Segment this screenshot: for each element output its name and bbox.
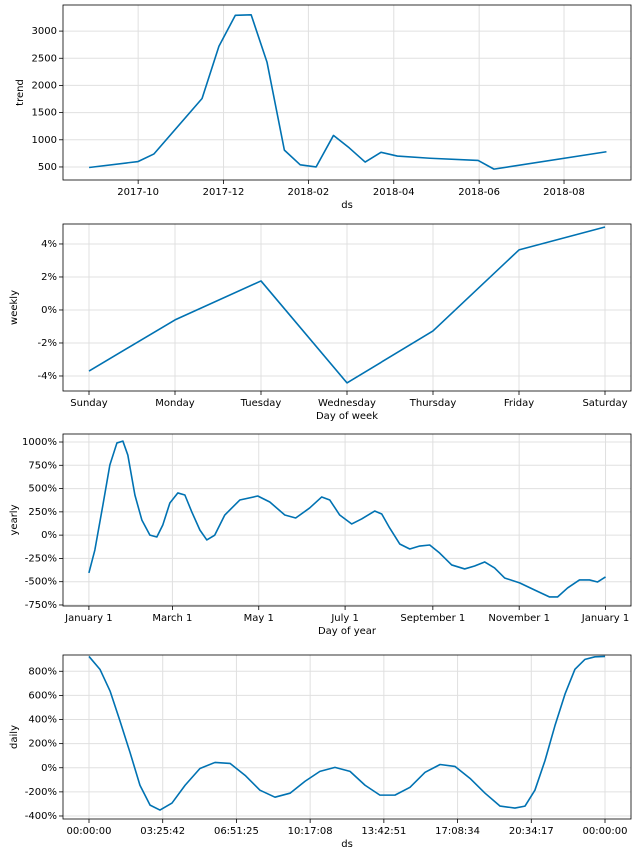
x-tick-label: Sunday: [70, 398, 107, 409]
plot-frame: [62, 433, 632, 607]
x-tick-label: 2018-08: [543, 187, 585, 198]
plot-frame: [62, 223, 632, 392]
y-axis-label: yearly: [9, 504, 20, 535]
trend-line: [88, 655, 606, 811]
trend-line: [88, 13, 607, 170]
x-tick-label: 2018-02: [288, 187, 330, 198]
x-tick-label: 10:17:08: [288, 826, 333, 837]
y-tick-label: -2%: [38, 338, 57, 349]
x-tick-label: January 1: [64, 613, 112, 624]
y-tick-label: 600%: [28, 690, 57, 701]
x-tick-label: January 1: [581, 613, 629, 624]
x-tick-label: 20:34:17: [509, 826, 554, 837]
y-tick-label: 0%: [41, 305, 57, 316]
y-tick-label: -250%: [25, 553, 57, 564]
y-axis-label: trend: [15, 79, 26, 106]
y-tick-label: 800%: [28, 666, 57, 677]
x-tick-label: 03:25:42: [140, 826, 185, 837]
y-tick-label: 2000: [32, 80, 57, 91]
y-tick-label: 750%: [28, 460, 57, 471]
trend-line: [88, 226, 606, 384]
x-tick-label: May 1: [244, 613, 274, 624]
y-tick-label: 4%: [41, 239, 57, 250]
x-tick-label: 17:08:34: [435, 826, 480, 837]
x-tick-label: 00:00:00: [67, 826, 112, 837]
x-tick-label: 2018-06: [458, 187, 500, 198]
y-tick-label: -400%: [25, 811, 57, 822]
plot-frame: [62, 654, 632, 820]
x-tick-label: Saturday: [582, 398, 627, 409]
y-tick-label: 0%: [41, 763, 57, 774]
y-tick-label: 3000: [32, 26, 57, 37]
y-tick-label: -500%: [25, 577, 57, 588]
x-tick-label: 2017-12: [203, 187, 245, 198]
x-tick-label: July 1: [330, 613, 359, 624]
y-tick-label: 2%: [41, 272, 57, 283]
trend-line: [88, 440, 606, 598]
x-tick-label: Tuesday: [240, 398, 282, 409]
x-tick-label: 06:51:25: [214, 826, 259, 837]
x-axis-label: Day of week: [316, 411, 378, 422]
y-tick-label: 500%: [28, 484, 57, 495]
x-tick-label: 2018-04: [373, 187, 415, 198]
x-tick-label: 13:42:51: [361, 826, 406, 837]
y-tick-label: 250%: [28, 507, 57, 518]
y-tick-label: -200%: [25, 787, 57, 798]
y-tick-label: 1000%: [22, 437, 57, 448]
y-axis-label: daily: [9, 725, 20, 749]
x-tick-label: Monday: [155, 398, 195, 409]
y-tick-label: 1500: [32, 108, 57, 119]
x-axis-label: ds: [341, 200, 353, 211]
y-tick-label: 400%: [28, 715, 57, 726]
y-tick-label: 1000: [32, 135, 57, 146]
x-tick-label: 2017-10: [117, 187, 159, 198]
y-tick-label: 0%: [41, 530, 57, 541]
x-tick-label: November 1: [488, 613, 550, 624]
y-axis-label: weekly: [9, 290, 20, 325]
y-tick-label: 200%: [28, 739, 57, 750]
x-tick-label: Wednesday: [318, 398, 376, 409]
x-tick-label: September 1: [400, 613, 465, 624]
y-tick-label: -4%: [38, 371, 57, 382]
x-tick-label: March 1: [152, 613, 192, 624]
x-tick-label: 00:00:00: [583, 826, 628, 837]
y-tick-label: -750%: [25, 600, 57, 611]
x-tick-label: Thursday: [409, 398, 457, 409]
x-axis-label: Day of year: [318, 626, 377, 637]
plot-frame: [62, 4, 632, 181]
x-axis-label: ds: [341, 839, 353, 850]
y-tick-label: 500: [38, 162, 57, 173]
y-tick-label: 2500: [32, 53, 57, 64]
x-tick-label: Friday: [504, 398, 534, 409]
